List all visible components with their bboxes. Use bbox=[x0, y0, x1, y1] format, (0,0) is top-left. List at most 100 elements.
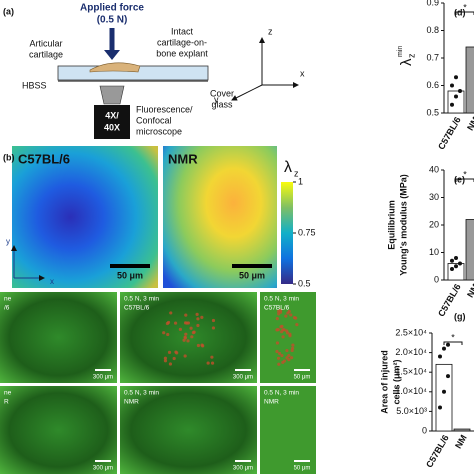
cell-dot bbox=[276, 356, 281, 360]
micrograph bbox=[120, 386, 257, 474]
cell-dot bbox=[178, 327, 182, 331]
cell-dot bbox=[277, 362, 281, 366]
cell-dot bbox=[173, 321, 178, 325]
label: C57BL/6 bbox=[124, 305, 150, 312]
point bbox=[450, 102, 454, 107]
label: y bbox=[214, 94, 219, 104]
cell-dot bbox=[284, 314, 288, 318]
cell-dot bbox=[169, 311, 173, 315]
cell-dot bbox=[184, 332, 188, 336]
cell-dot bbox=[291, 343, 295, 347]
label: x bbox=[300, 68, 305, 78]
label: NMR bbox=[168, 151, 198, 166]
tick-label: 0.7 bbox=[426, 52, 439, 62]
scale-bar bbox=[95, 460, 111, 462]
label: Fluorescence/ bbox=[136, 104, 193, 114]
cell-dot bbox=[278, 351, 282, 356]
panel-label: (b) bbox=[3, 152, 15, 162]
label: R bbox=[4, 399, 9, 406]
significance-bracket bbox=[443, 341, 463, 345]
cell-dot bbox=[172, 356, 176, 361]
point bbox=[450, 267, 454, 271]
cell-dot bbox=[183, 335, 187, 339]
point bbox=[454, 256, 458, 260]
tick-label: 1 bbox=[298, 176, 303, 186]
bar bbox=[435, 363, 453, 432]
label: 40X bbox=[104, 122, 120, 132]
scale-bar bbox=[110, 264, 150, 268]
tick-label: 0.5 bbox=[298, 278, 311, 288]
cell-dot bbox=[189, 326, 193, 330]
micrograph bbox=[260, 386, 316, 474]
cell-dot bbox=[200, 315, 204, 319]
cell-dot bbox=[280, 353, 284, 358]
micrograph bbox=[120, 292, 257, 383]
cell-dot bbox=[166, 332, 170, 337]
scale-bar bbox=[294, 369, 310, 371]
x-tick-label: C57BL/6 bbox=[436, 115, 463, 151]
cell-dot bbox=[287, 358, 291, 362]
cell-dot bbox=[163, 356, 168, 360]
colorbar bbox=[281, 182, 293, 284]
cell-dot bbox=[295, 323, 299, 327]
label: Area of injured bbox=[379, 350, 389, 414]
point bbox=[446, 342, 450, 347]
label: glass bbox=[211, 99, 233, 109]
x-tick-label: NM bbox=[465, 115, 474, 132]
significance-bracket bbox=[455, 11, 474, 15]
label: HBSS bbox=[22, 80, 47, 90]
label: y bbox=[6, 237, 10, 246]
x-tick-label: NM bbox=[453, 433, 469, 450]
cell-dot bbox=[285, 348, 289, 353]
cell-dot bbox=[285, 329, 289, 333]
label: 50 μm bbox=[239, 270, 265, 280]
y-axis-label: Equilibrium Young's modulus (MPa) bbox=[386, 174, 408, 275]
cell-dot bbox=[183, 354, 187, 358]
cell-dot bbox=[287, 353, 291, 358]
tick-label: 40 bbox=[429, 164, 439, 174]
significance-bracket bbox=[455, 178, 474, 182]
point bbox=[442, 389, 446, 394]
label: ne bbox=[4, 296, 12, 303]
cell-dot bbox=[190, 335, 194, 339]
cell-dot bbox=[211, 326, 216, 330]
label: (0.5 N) bbox=[97, 15, 128, 26]
point bbox=[454, 264, 458, 269]
cell-dot bbox=[278, 308, 283, 312]
label: 50 μm bbox=[294, 375, 311, 381]
cell-dot bbox=[210, 355, 214, 359]
point bbox=[438, 354, 442, 359]
label: 4X/ bbox=[105, 110, 119, 120]
label: Cover bbox=[210, 88, 234, 98]
bar bbox=[465, 219, 474, 281]
cell-dot bbox=[289, 356, 294, 360]
tick-label: 0.75 bbox=[298, 227, 316, 237]
label: 50 μm bbox=[117, 270, 143, 280]
cell-dot bbox=[196, 343, 201, 348]
bar bbox=[453, 428, 471, 432]
point bbox=[442, 346, 446, 351]
scale-bar bbox=[294, 460, 310, 462]
point bbox=[454, 94, 458, 99]
cell-dot bbox=[292, 316, 297, 320]
axis-y bbox=[231, 84, 263, 101]
label: NMR bbox=[124, 399, 139, 406]
force-arrowhead bbox=[104, 50, 120, 60]
cell-dot bbox=[192, 330, 196, 334]
tick-label: 0.5 bbox=[426, 107, 439, 117]
cell-dot bbox=[163, 359, 168, 363]
label: * bbox=[451, 332, 455, 342]
label: 300 μm bbox=[233, 466, 253, 472]
cell-dot bbox=[275, 341, 280, 345]
cell-dot bbox=[167, 350, 172, 354]
tick-label: 30 bbox=[429, 192, 439, 202]
cell-dot bbox=[282, 359, 286, 363]
label: 300 μm bbox=[233, 375, 253, 381]
label: C57BL/6 bbox=[264, 305, 290, 312]
bar bbox=[447, 90, 465, 114]
tick-label: 2.5×10⁴ bbox=[395, 327, 427, 337]
label: microscope bbox=[136, 126, 182, 136]
